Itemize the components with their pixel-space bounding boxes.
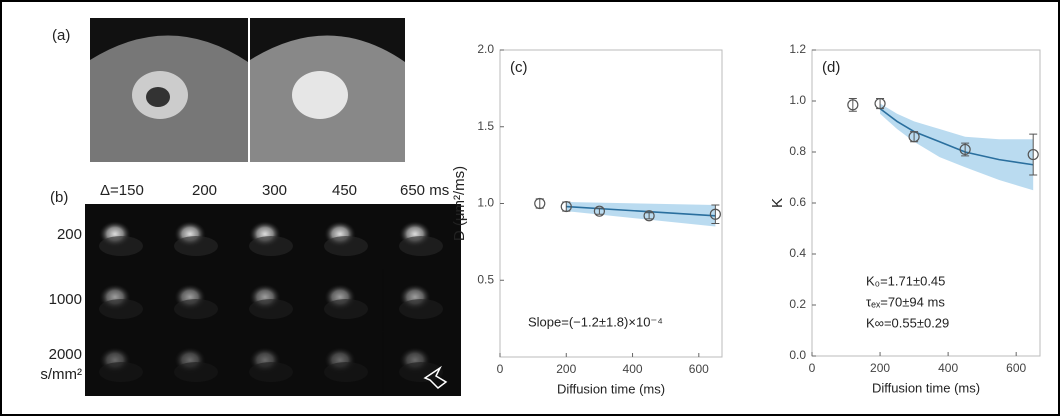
- y-tick-label: 1.0: [789, 93, 806, 107]
- data-point: [874, 97, 886, 110]
- fit-line: [566, 205, 716, 217]
- dwi-grid: [85, 204, 461, 396]
- row-label: 2000: [49, 346, 82, 363]
- panel-label: (b): [50, 189, 68, 206]
- row-label: 200: [57, 226, 82, 243]
- column-label: 200: [192, 182, 217, 199]
- y-tick-label: 0.8: [789, 144, 806, 158]
- error-bar: [535, 198, 544, 209]
- y-tick-label: 0.6: [789, 195, 806, 209]
- y-tick-label: 0.4: [789, 246, 806, 260]
- y-tick-label: 1.0: [477, 196, 494, 210]
- y-tick-label: 2.0: [477, 42, 494, 56]
- mri-image: [250, 18, 405, 162]
- error-bar: [595, 207, 604, 215]
- y-tick-label: 0.2: [789, 297, 806, 311]
- x-tick-label: 600: [689, 362, 709, 376]
- x-axis-label: Diffusion time (ms): [872, 380, 980, 395]
- confidence-band: [880, 103, 1034, 191]
- mri-image: [90, 18, 248, 162]
- annotation: K₀=1.71±0.45: [866, 273, 945, 288]
- data-point: [593, 205, 606, 217]
- x-axis-label: Diffusion time (ms): [557, 381, 665, 396]
- x-tick-label: 400: [938, 361, 958, 375]
- panel-label: (c): [510, 59, 528, 76]
- x-tick-label: 200: [870, 361, 890, 375]
- data-point: [959, 143, 971, 156]
- error-bar: [1029, 133, 1038, 176]
- y-tick-label: 1.2: [789, 42, 806, 56]
- row-label: s/mm²: [40, 366, 82, 383]
- panel-label: (d): [822, 59, 840, 76]
- x-tick-label: 400: [623, 362, 643, 376]
- data-point: [908, 131, 920, 143]
- y-tick-label: 0.0: [789, 348, 806, 362]
- y-axis-label: D (μm²/ms): [451, 166, 468, 241]
- error-bar: [961, 142, 970, 157]
- y-tick-label: 0.5: [477, 272, 494, 286]
- error-bar: [645, 212, 654, 220]
- data-point: [643, 210, 655, 222]
- column-label: 300: [262, 182, 287, 199]
- panel-label: (a): [52, 27, 70, 44]
- data-point: [709, 208, 721, 220]
- annotation: Slope=(−1.2±1.8)×10⁻⁴: [528, 314, 663, 329]
- column-label: 650 ms: [400, 182, 449, 199]
- y-tick-label: 1.5: [477, 119, 494, 133]
- annotation: τₑₓ=70±94 ms: [866, 294, 945, 309]
- column-label: 450: [332, 182, 357, 199]
- column-label: Δ=150: [100, 182, 144, 199]
- data-point: [1027, 148, 1039, 161]
- data-point: [534, 197, 546, 210]
- x-tick-label: 0: [809, 361, 816, 375]
- error-bar: [711, 204, 720, 224]
- data-point: [847, 99, 859, 111]
- x-tick-label: 0: [497, 362, 504, 376]
- x-tick-label: 200: [556, 362, 576, 376]
- plot-area: [811, 49, 1041, 357]
- annotation: K∞=0.55±0.29: [866, 315, 949, 330]
- row-label: 1000: [49, 291, 82, 308]
- error-bar: [848, 97, 857, 112]
- y-axis-label: K: [769, 198, 786, 208]
- x-tick-label: 600: [1006, 361, 1026, 375]
- fit-line: [879, 108, 1034, 166]
- data-point: [560, 200, 572, 213]
